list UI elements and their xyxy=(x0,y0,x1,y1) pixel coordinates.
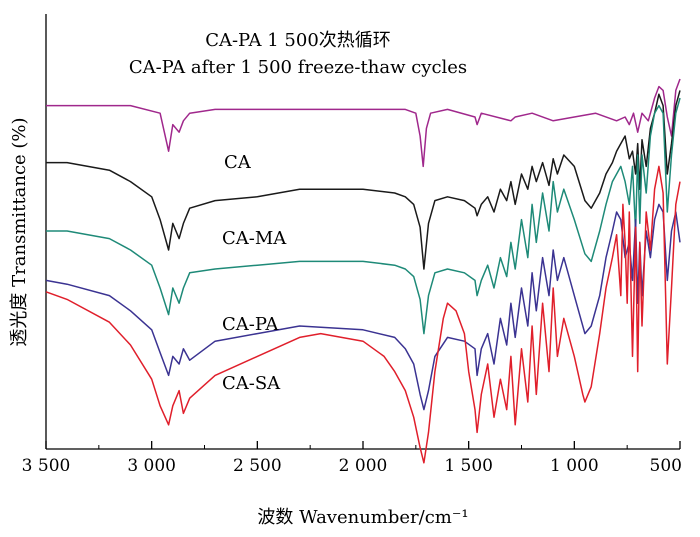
series-line-CA xyxy=(46,90,681,270)
series-label-CA-PA: CA-PA xyxy=(222,314,279,335)
x-tick-label-3500: 3 500 xyxy=(22,456,71,476)
series-label-CA: CA xyxy=(224,152,252,173)
series-line-CA-PA-1-500次热循环 xyxy=(46,78,681,168)
series-line-CA-MA xyxy=(46,97,681,335)
chart-subtitle: CA-PA after 1 500 freeze-thaw cycles xyxy=(129,57,467,78)
x-axis-title: 波数 Wavenumber/cm⁻¹ xyxy=(257,507,468,528)
x-tick-label-500: 500 xyxy=(650,456,682,476)
x-axis-tick-labels: 3 500 3 000 2 500 2 000 1 500 1 000 500 xyxy=(22,456,682,476)
series-line-CA-PA xyxy=(45,203,681,411)
series-line-CA-SA xyxy=(45,165,681,464)
y-axis-title: 透光度 Transmittance (%) xyxy=(9,117,30,346)
x-axis-ticks xyxy=(45,441,681,449)
x-tick-label-2500: 2 500 xyxy=(233,456,282,476)
x-tick-label-3000: 3 000 xyxy=(127,456,176,476)
series-lines xyxy=(45,78,681,464)
chart-title: CA-PA 1 500次热循环 xyxy=(205,30,391,51)
plot-frame xyxy=(45,14,680,450)
series-label-CA-SA: CA-SA xyxy=(222,373,281,394)
x-tick-label-2000: 2 000 xyxy=(339,456,388,476)
x-tick-label-1000: 1 000 xyxy=(550,456,599,476)
series-label-CA-MA: CA-MA xyxy=(222,228,287,249)
x-tick-label-1500: 1 500 xyxy=(444,456,493,476)
series-labels: CA CA-MA CA-PA CA-SA xyxy=(222,152,287,394)
